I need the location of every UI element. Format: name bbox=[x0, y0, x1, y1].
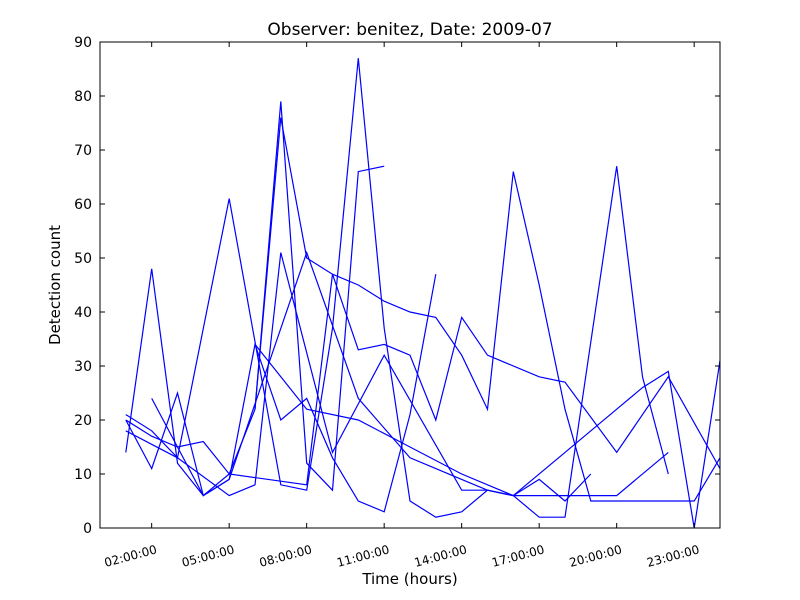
y-tick-label: 10 bbox=[74, 467, 92, 483]
series-lines bbox=[125, 58, 720, 528]
y-axis-label: Detection count bbox=[46, 225, 64, 345]
series-line-7 bbox=[254, 117, 720, 502]
y-tick-label: 70 bbox=[74, 143, 92, 159]
y-tick-label: 40 bbox=[74, 305, 92, 321]
chart-title: Observer: benitez, Date: 2009-07 bbox=[267, 20, 552, 40]
series-line-1 bbox=[125, 58, 669, 518]
series-line-4 bbox=[151, 250, 669, 497]
y-tick-label: 90 bbox=[74, 35, 92, 51]
y-tick-label: 80 bbox=[74, 89, 92, 105]
series-line-8 bbox=[254, 344, 720, 528]
y-tick-label: 0 bbox=[83, 521, 92, 537]
x-axis-label: Time (hours) bbox=[361, 570, 457, 588]
series-line-2 bbox=[125, 268, 437, 513]
y-tick-label: 60 bbox=[74, 197, 92, 213]
y-tick-label: 20 bbox=[74, 413, 92, 429]
y-tick-label: 50 bbox=[74, 251, 92, 267]
series-line-6 bbox=[125, 274, 720, 486]
y-tick-label: 30 bbox=[74, 359, 92, 375]
series-line-5 bbox=[125, 252, 592, 502]
y-axis: 0 10 20 30 40 50 60 70 80 90 bbox=[74, 35, 720, 537]
plot-frame bbox=[99, 41, 721, 529]
